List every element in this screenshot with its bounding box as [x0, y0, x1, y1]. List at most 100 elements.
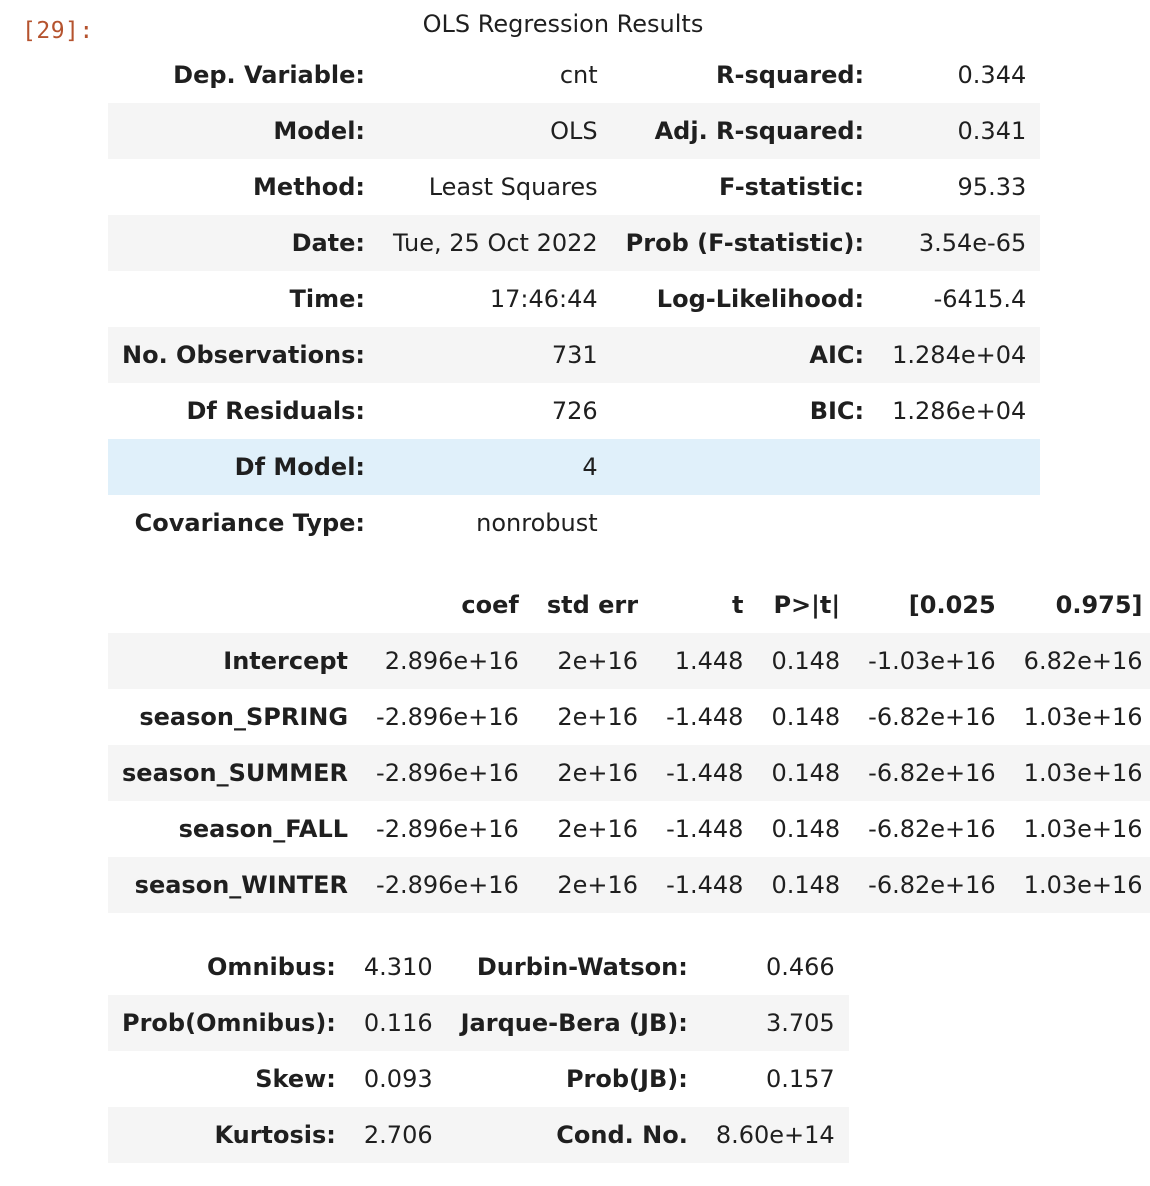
summary-row: Date: Tue, 25 Oct 2022 Prob (F-statistic… [108, 215, 1041, 271]
coef-variable-name: Intercept [108, 633, 363, 689]
coef-row: season_FALL -2.896e+16 2e+16 -1.448 0.14… [108, 801, 1150, 857]
summary-value: 0.344 [957, 61, 1027, 89]
diagnostics-value: 0.466 [765, 953, 835, 981]
coef-std-err: 2e+16 [557, 815, 639, 843]
coef-t: -1.448 [652, 857, 758, 913]
summary-value: 731 [379, 327, 612, 383]
coef-std-err: 2e+16 [557, 703, 639, 731]
coef-variable-name: season_SUMMER [108, 745, 363, 801]
coef-p: 0.148 [757, 745, 855, 801]
coef-t: -1.448 [666, 703, 744, 731]
summary-label: Model: [108, 103, 380, 159]
coef-ci-lower: -6.82e+16 [868, 815, 996, 843]
summary-value: 1.284e+04 [878, 327, 1041, 383]
coef-value: 2.896e+16 [362, 633, 533, 689]
summary-value: 4 [379, 439, 612, 495]
coef-header: t [731, 591, 744, 619]
diagnostics-label: Cond. No. [446, 1107, 702, 1163]
summary-row: No. Observations: 731 AIC: 1.284e+04 [108, 327, 1041, 383]
model-summary-table: Dep. Variable: cnt R-squared: 0.344 Mode… [108, 47, 1041, 551]
summary-label: No. Observations: [108, 327, 380, 383]
coef-std-err: 2e+16 [532, 745, 653, 801]
summary-value: nonrobust [476, 509, 598, 537]
summary-value: Least Squares [428, 173, 598, 201]
diagnostics-row: Omnibus: 4.310 Durbin-Watson: 0.466 [108, 939, 849, 995]
coef-header: std err [546, 591, 639, 619]
summary-value: OLS [379, 103, 612, 159]
summary-value: 0.341 [878, 103, 1041, 159]
diagnostics-label: Kurtosis: [108, 1107, 350, 1163]
coef-ci-upper: 1.03e+16 [1009, 857, 1150, 913]
coef-ci-lower: -6.82e+16 [868, 703, 996, 731]
coef-variable-name: season_SPRING [139, 703, 349, 731]
summary-label: Df Model: [108, 439, 380, 495]
summary-label: F-statistic: [719, 173, 865, 201]
coef-ci-lower: -6.82e+16 [854, 857, 1010, 913]
coef-value: -2.896e+16 [362, 745, 533, 801]
table-caption: OLS Regression Results [422, 10, 704, 38]
diagnostics-value: 2.706 [349, 1107, 447, 1163]
coef-p: 0.148 [757, 857, 855, 913]
diagnostics-label: Skew: [255, 1065, 336, 1093]
diagnostics-value: 4.310 [363, 953, 433, 981]
summary-row: Method: Least Squares F-statistic: 95.33 [108, 159, 1040, 215]
summary-value: 1.286e+04 [892, 397, 1027, 425]
diagnostics-value: 0.157 [765, 1065, 835, 1093]
summary-row: Covariance Type: nonrobust [108, 495, 1040, 551]
coef-std-err: 2e+16 [532, 857, 653, 913]
coef-variable-name: season_WINTER [108, 857, 363, 913]
summary-row: Df Residuals: 726 BIC: 1.286e+04 [108, 383, 1040, 439]
coef-t: 1.448 [652, 633, 758, 689]
coef-header: coef [461, 591, 519, 619]
summary-label: BIC: [809, 397, 865, 425]
coef-row: season_SUMMER -2.896e+16 2e+16 -1.448 0.… [108, 745, 1150, 801]
summary-value: cnt [559, 61, 598, 89]
coef-header: P>|t| [773, 591, 841, 619]
coef-t: -1.448 [666, 815, 744, 843]
summary-row-highlighted: Df Model: 4 [108, 439, 1041, 495]
diagnostics-value: 3.705 [701, 995, 849, 1051]
summary-label: Method: [253, 173, 366, 201]
summary-value: 726 [551, 397, 598, 425]
diagnostics-label: Durbin-Watson: [476, 953, 688, 981]
diagnostics-label: Prob(JB): [565, 1065, 688, 1093]
coef-ci-lower: -6.82e+16 [854, 745, 1010, 801]
summary-label [612, 495, 878, 551]
diagnostics-label: Omnibus: [207, 953, 336, 981]
coef-row: Intercept 2.896e+16 2e+16 1.448 0.148 -1… [108, 633, 1150, 689]
coef-p: 0.148 [771, 703, 841, 731]
summary-value [878, 439, 1041, 495]
coef-std-err: 2e+16 [532, 633, 653, 689]
coef-value: -2.896e+16 [376, 815, 519, 843]
summary-label: Time: [289, 285, 366, 313]
summary-label: Dep. Variable: [173, 61, 366, 89]
summary-label: Log-Likelihood: [656, 285, 865, 313]
summary-label: Prob (F-statistic): [611, 215, 879, 271]
diagnostics-label: Jarque-Bera (JB): [446, 995, 702, 1051]
diagnostics-row: Skew: 0.093 Prob(JB): 0.157 [108, 1051, 849, 1107]
diagnostics-row: Prob(Omnibus): 0.116 Jarque-Bera (JB): 3… [108, 995, 849, 1051]
coef-ci-upper: 1.03e+16 [1023, 703, 1143, 731]
summary-value: -6415.4 [933, 285, 1027, 313]
coef-header: 0.975] [1055, 591, 1143, 619]
diagnostics-value: 8.60e+14 [701, 1107, 849, 1163]
coef-variable-name: season_FALL [178, 815, 349, 843]
coef-ci-upper: 1.03e+16 [1009, 745, 1150, 801]
coef-ci-lower: -1.03e+16 [854, 633, 1010, 689]
diagnostics-value: 0.093 [363, 1065, 433, 1093]
summary-label: R-squared: [716, 61, 865, 89]
coef-row: season_SPRING -2.896e+16 2e+16 -1.448 0.… [108, 689, 1150, 745]
summary-value [878, 495, 1040, 551]
coef-row: season_WINTER -2.896e+16 2e+16 -1.448 0.… [108, 857, 1150, 913]
summary-row: Dep. Variable: cnt R-squared: 0.344 [108, 47, 1040, 103]
coef-t: -1.448 [652, 745, 758, 801]
summary-value: 95.33 [957, 173, 1027, 201]
coef-ci-upper: 6.82e+16 [1009, 633, 1150, 689]
summary-label [611, 439, 879, 495]
coef-header: [0.025 [908, 591, 996, 619]
summary-value: 3.54e-65 [878, 215, 1041, 271]
cell-prompt: [29]: [22, 18, 94, 44]
coef-header-row: coef std err t P>|t| [0.025 0.975] [108, 577, 1150, 633]
summary-value: Tue, 25 Oct 2022 [379, 215, 612, 271]
coef-p: 0.148 [771, 815, 841, 843]
